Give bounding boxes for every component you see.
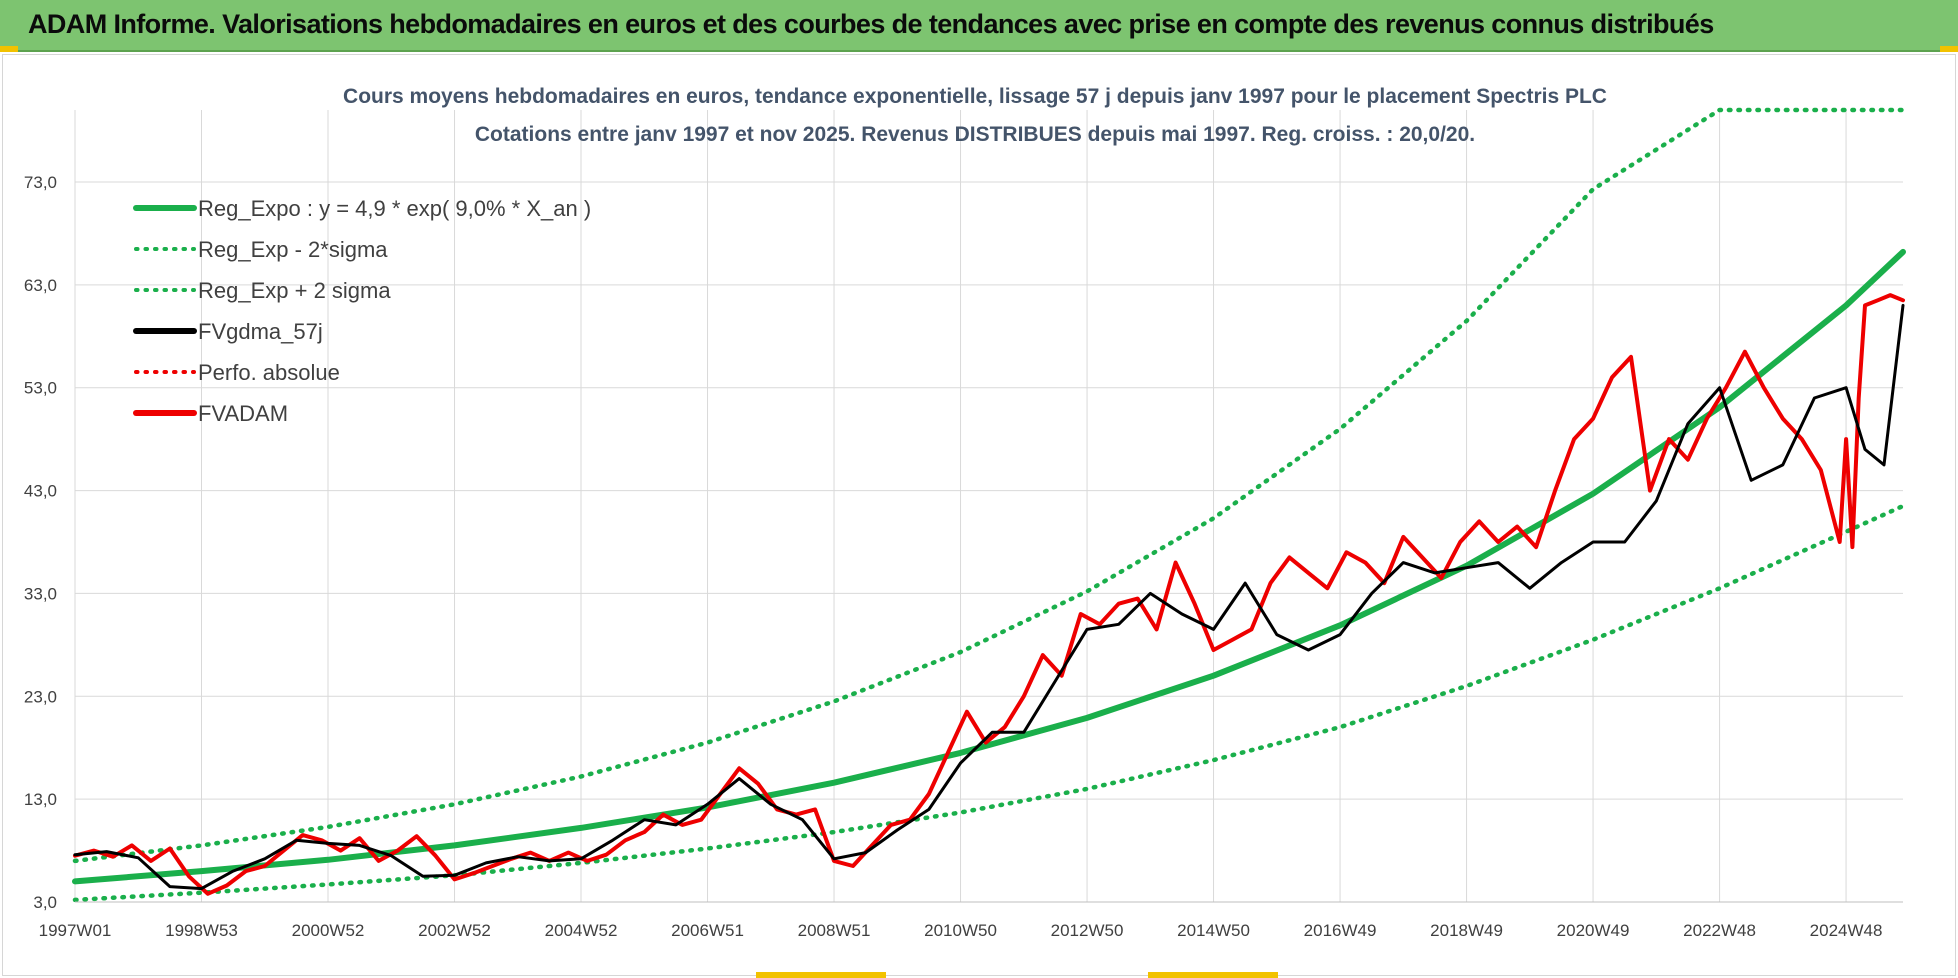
series-line-1 bbox=[72, 503, 1906, 903]
x-tick-label: 2018W49 bbox=[1430, 921, 1503, 940]
legend-label: Reg_Exp + 2 sigma bbox=[198, 278, 391, 303]
legend-label: FVADAM bbox=[198, 401, 288, 426]
y-tick-label: 3,0 bbox=[33, 893, 57, 912]
chart-subtitle: Cotations entre janv 1997 et nov 2025. R… bbox=[475, 123, 1475, 146]
x-tick-label: 1998W53 bbox=[165, 921, 238, 940]
y-tick-label: 33,0 bbox=[24, 584, 57, 603]
legend-label: Perfo. absolue bbox=[198, 360, 340, 385]
series-line-5 bbox=[73, 293, 1905, 896]
chart-frame bbox=[2, 54, 1956, 976]
bottom-accent-2 bbox=[1148, 972, 1278, 978]
x-tick-label: 2020W49 bbox=[1557, 921, 1630, 940]
series-line-2 bbox=[72, 107, 1906, 864]
bottom-accent-1 bbox=[756, 972, 886, 978]
bottom-accents bbox=[0, 972, 1958, 978]
x-tick-label: 2010W50 bbox=[924, 921, 997, 940]
header-title: ADAM Informe. Valorisations hebdomadaire… bbox=[28, 9, 1714, 39]
legend-label: FVgdma_57j bbox=[198, 319, 323, 344]
banner-corner-accent-right bbox=[1940, 46, 1958, 52]
y-tick-label: 63,0 bbox=[24, 276, 57, 295]
grid-layer bbox=[74, 110, 1903, 903]
y-tick-label: 53,0 bbox=[24, 379, 57, 398]
x-tick-label: 1997W01 bbox=[39, 921, 112, 940]
x-tick-label: 2016W49 bbox=[1304, 921, 1377, 940]
x-tick-label: 2004W52 bbox=[545, 921, 618, 940]
x-tick-label: 2012W50 bbox=[1051, 921, 1124, 940]
series-layer bbox=[72, 107, 1906, 903]
x-tick-label: 2008W51 bbox=[798, 921, 871, 940]
x-tick-label: 2002W52 bbox=[418, 921, 491, 940]
y-tick-label: 43,0 bbox=[24, 482, 57, 501]
banner-corner-accent-left bbox=[0, 46, 18, 52]
x-tick-label: 2022W48 bbox=[1683, 921, 1756, 940]
chart-title: Cours moyens hebdomadaires en euros, ten… bbox=[343, 85, 1607, 108]
header-banner: ADAM Informe. Valorisations hebdomadaire… bbox=[0, 0, 1958, 52]
series-line-0 bbox=[72, 248, 1906, 885]
x-tick-label: 2000W52 bbox=[292, 921, 365, 940]
y-tick-label: 73,0 bbox=[24, 173, 57, 192]
legend-label: Reg_Exp - 2*sigma bbox=[198, 237, 388, 262]
x-tick-label: 2024W48 bbox=[1810, 921, 1883, 940]
y-tick-label: 13,0 bbox=[24, 790, 57, 809]
axis-layer: 3,0 13,0 23,0 33,0 43,0 53,0 63,0 73,0 1997W01 19… bbox=[24, 173, 1903, 940]
series-line-3 bbox=[73, 303, 1905, 891]
x-tick-label: 2006W51 bbox=[671, 921, 744, 940]
x-tick-label: 2014W50 bbox=[1177, 921, 1250, 940]
legend: Reg_Expo : y = 4,9 * exp( 9,0% * X_an ) R… bbox=[133, 196, 591, 426]
legend-label: Reg_Expo : y = 4,9 * exp( 9,0% * X_an ) bbox=[198, 196, 591, 221]
y-tick-label: 23,0 bbox=[24, 687, 57, 706]
